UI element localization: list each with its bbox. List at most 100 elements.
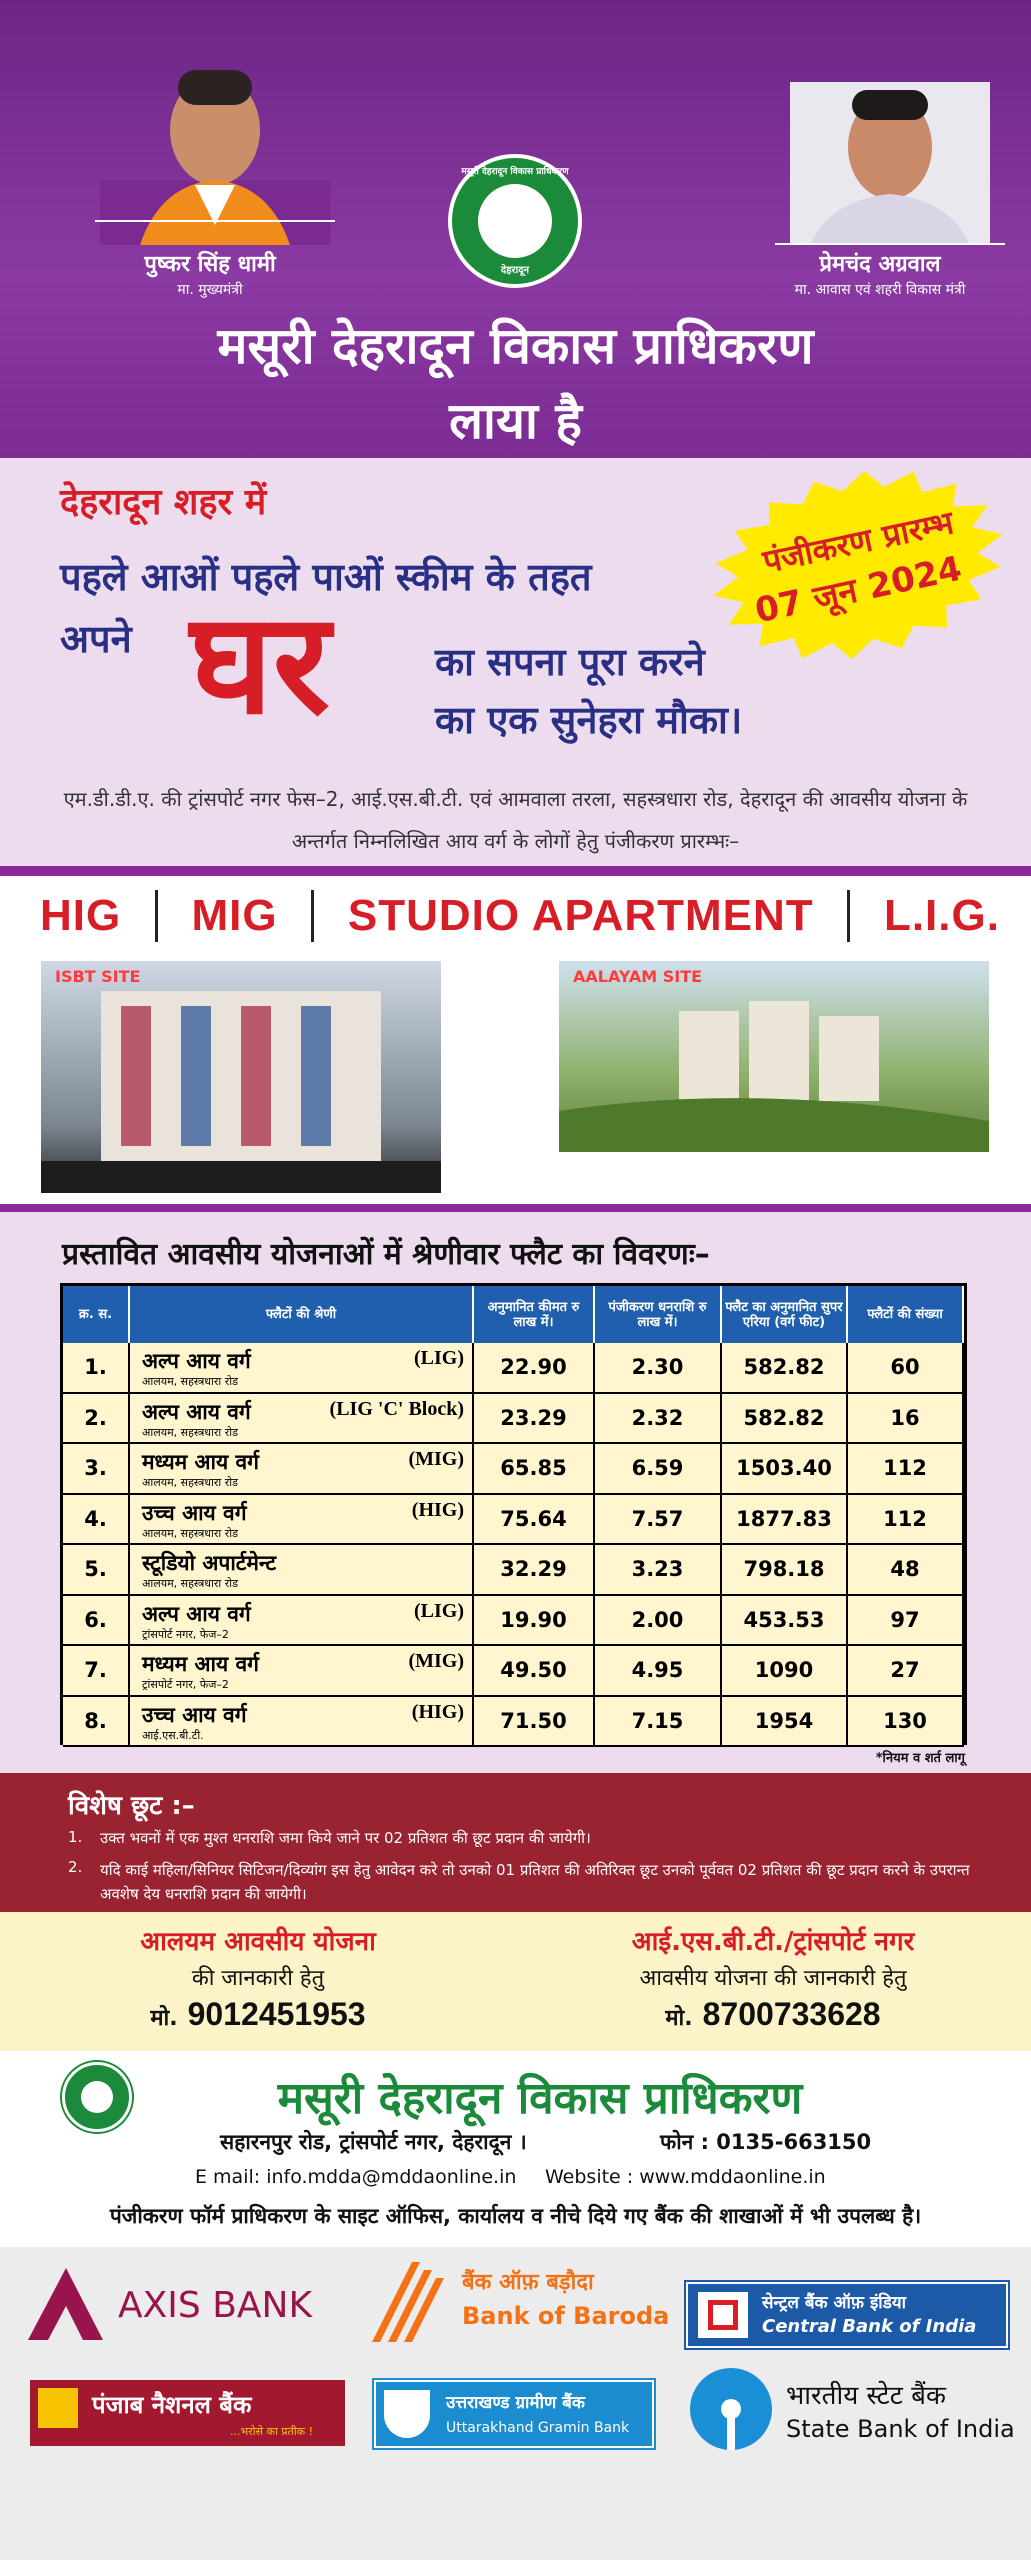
logo-small [62, 2062, 132, 2132]
column-header: फ्लैट का अनुमानित सुपर एरिया (वर्ग फीट) [722, 1286, 848, 1343]
cell: 3.23 [595, 1545, 722, 1596]
ugb: उत्तराखण्ड ग्रामीण बैंक Uttarakhand Gram… [374, 2380, 654, 2448]
central-bank: सेन्ट्रल बैंक ऑफ़ इंडिया Central Bank of… [686, 2282, 1008, 2348]
separator [847, 890, 851, 942]
item-text: यदि काई महिला/सिनियर सिटिजन/दिव्यांग इस … [100, 1861, 970, 1903]
category-code: (LIG) [414, 1599, 464, 1622]
cell: 1. [63, 1343, 130, 1394]
category-name: उच्च आय वर्ग [142, 1702, 247, 1727]
table: क्र. स. फ्लैटों की श्रेणी अनुमानित कीमत रु… [60, 1283, 967, 1747]
cell: मध्यम आय वर्ग (MIG) ट्रांसपोर्ट नगर, फेज–2 [130, 1646, 474, 1697]
axis-logo [28, 2268, 103, 2340]
cell: 49.50 [474, 1646, 595, 1697]
phone-number: 9012451953 [187, 1996, 366, 2032]
phone-prefix: मो. [665, 2006, 693, 2031]
table-row: 5. स्टूडियो अपार्टमेन्ट आलयम, सहस्त्रधारा … [63, 1545, 964, 1596]
cell: 7.57 [595, 1494, 722, 1545]
category-code: (HIG) [411, 1498, 464, 1521]
contact-scheme: आलयम आवसीय योजना [140, 1927, 376, 1957]
cell: 16 [848, 1393, 964, 1444]
tail: का एक सुनेहरा मौका। [435, 698, 743, 742]
description: एम.डी.डी.ए. की ट्रांसपोर्ट नगर फेस–2, आई… [63, 787, 968, 853]
note: *नियम व शर्त लागू [875, 1751, 965, 1766]
category: STUDIO APARTMENT [347, 891, 814, 940]
category: MIG [191, 891, 278, 940]
contacts [0, 1912, 1031, 2051]
leader-role: मा. आवास एवं शहरी विकास मंत्री [794, 282, 966, 298]
cell: अल्प आय वर्ग (LIG) ट्रांसपोर्ट नगर, फेज–2 [130, 1595, 474, 1646]
logo-text: मसूरी देहरादून विकास प्राधिकरण [461, 167, 569, 177]
table-row: 3. मध्यम आय वर्ग (MIG) आलयम, सहस्त्रधारा रो… [63, 1444, 964, 1495]
category-code: (LIG 'C' Block) [329, 1397, 464, 1420]
bank-hindi: उत्तराखण्ड ग्रामीण बैंक [446, 2393, 585, 2413]
cell: उच्च आय वर्ग (HIG) आई.एस.बी.टी. [130, 1696, 474, 1747]
cell: 130 [848, 1696, 964, 1747]
cbi-emblem [698, 2292, 748, 2338]
bank-name: State Bank of India [786, 2415, 1015, 2443]
table-row: 6. अल्प आय वर्ग (LIG) ट्रांसपोर्ट नगर, फेज–… [63, 1595, 964, 1646]
cell: उच्च आय वर्ग (HIG) आलयम, सहस्त्रधारा रोड [130, 1494, 474, 1545]
category-name: उच्च आय वर्ग [142, 1500, 247, 1525]
location: ट्रांसपोर्ट नगर, फेज–2 [142, 1678, 229, 1691]
availability: पंजीकरण फॉर्म प्राधिकरण के साइट ऑफिस, का… [109, 2204, 922, 2228]
category: L.I.G. [883, 891, 1000, 940]
category-name: अल्प आय वर्ग [142, 1601, 251, 1626]
cell: स्टूडियो अपार्टमेन्ट आलयम, सहस्त्रधारा रो… [130, 1545, 474, 1596]
pnb-emblem [38, 2388, 78, 2428]
address: सहारनपुर रोड, ट्रांसपोर्ट नगर, देहरादून … [220, 2130, 527, 2154]
cell: 48 [848, 1545, 964, 1596]
cell: 582.82 [722, 1343, 848, 1394]
portrait [100, 70, 330, 245]
location: आई.एस.बी.टी. [142, 1728, 204, 1742]
logo-center [478, 184, 552, 258]
category-name: मध्यम आय वर्ग [142, 1450, 259, 1474]
cell: 1877.83 [722, 1494, 848, 1545]
cell: 2.00 [595, 1595, 722, 1646]
cell: 453.53 [722, 1595, 848, 1646]
cbi-mark [708, 2300, 738, 2330]
contact-info: आवसीय योजना की जानकारी हेतु [639, 1966, 907, 1991]
cell: 1503.40 [722, 1444, 848, 1495]
cell: 1090 [722, 1646, 848, 1697]
bob-logo [372, 2262, 444, 2342]
category-code: (MIG) [408, 1448, 464, 1470]
location: आलयम, सहस्त्रधारा रोड [142, 1476, 238, 1489]
cell: 2.32 [595, 1393, 722, 1444]
logo-text: देहरादून [500, 265, 530, 276]
bank-hindi: पंजाब नैशनल बैंक [92, 2391, 252, 2419]
sbi-logo [690, 2368, 772, 2450]
contact-line: मो. 9012451953 [0, 1996, 516, 2033]
divider [0, 1204, 1031, 1212]
item-text: उक्त भवनों में एक मुश्त धनराशि जमा किये … [100, 1829, 591, 1847]
cell: 112 [848, 1444, 964, 1495]
separator [154, 890, 158, 942]
discount [0, 1773, 1031, 1912]
portrait [790, 82, 990, 245]
item-no: 1. [68, 1828, 83, 1846]
cell: 5. [63, 1545, 130, 1596]
cell: 65.85 [474, 1444, 595, 1495]
column-header: फ्लैटों की श्रेणी [130, 1286, 474, 1343]
email: E mail: info.mdda@mddaonline.in [195, 2166, 517, 2188]
photo-leader-1 [100, 60, 330, 245]
site-label: AALAYAM SITE [573, 967, 703, 986]
cell: 97 [848, 1595, 964, 1646]
category-name: स्टूडियो अपार्टमेन्ट [142, 1551, 277, 1575]
category-list: HIG MIG STUDIO APARTMENT L.I.G. [40, 890, 1000, 942]
sbi-hole [721, 2399, 741, 2419]
highlight: घर [190, 583, 331, 746]
category-name: अल्प आय वर्ग [142, 1399, 251, 1424]
cell: 2. [63, 1393, 130, 1444]
cell: 112 [848, 1494, 964, 1545]
bank-hindi: सेन्ट्रल बैंक ऑफ़ इंडिया [762, 2293, 907, 2313]
cell: 23.29 [474, 1393, 595, 1444]
bank-name: Uttarakhand Gramin Bank [446, 2420, 630, 2436]
cell: 22.90 [474, 1343, 595, 1394]
table-row: 2. अल्प आय वर्ग (LIG 'C' Block) आलयम, सहस्त… [63, 1393, 964, 1444]
location: आलयम, सहस्त्रधारा रोड [142, 1375, 238, 1388]
bank-hindi: बैंक ऑफ़ बड़ौदा [462, 2270, 594, 2295]
website: Website : www.mddaonline.in [545, 2166, 826, 2188]
isbt-photo: ISBT SITE [41, 961, 441, 1193]
phone-prefix: मो. [150, 2006, 178, 2031]
